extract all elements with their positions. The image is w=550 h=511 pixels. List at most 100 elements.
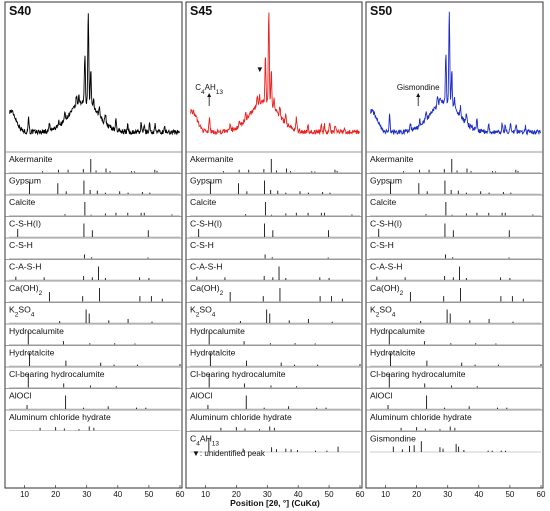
reference-label: C-S-H(I) bbox=[9, 219, 41, 229]
reference-label: Ca(OH)2 bbox=[370, 283, 404, 297]
reference-row-aluminum-chloride-hydrate: Aluminum chloride hydrate bbox=[186, 409, 362, 431]
reference-label: Cl-bearing hydrocalumite bbox=[370, 369, 466, 379]
reference-label: Ca(OH)2 bbox=[190, 283, 224, 297]
peak-annotation-label: C4AH13 bbox=[195, 83, 223, 96]
reference-label: Akermanite bbox=[370, 154, 414, 164]
reference-row-cl-bearing-hydrocalumite: Cl-bearing hydrocalumite bbox=[186, 366, 362, 388]
reference-label: Aluminum chloride hydrate bbox=[9, 412, 111, 422]
reference-label: C-S-H bbox=[190, 240, 214, 250]
reference-label: Gismondine bbox=[370, 434, 416, 444]
x-tick-label: 40 bbox=[294, 490, 303, 499]
reference-label: Gypsum bbox=[370, 176, 402, 186]
reference-row-k2so4: K2SO4 bbox=[366, 302, 543, 324]
reference-row-alocl: AlOCl bbox=[366, 388, 543, 410]
reference-row-k2so4: K2SO4 bbox=[186, 302, 362, 324]
reference-label: AlOCl bbox=[190, 391, 213, 401]
reference-label: Calcite bbox=[9, 197, 35, 207]
x-tick-label: 20 bbox=[412, 490, 421, 499]
x-axis-title: Position [2θ, °] (CuKα) bbox=[230, 498, 320, 508]
panels: S40 Akermanite Gypsum Calcite C-S-H(I) C-S-H C… bbox=[4, 1, 546, 499]
panel-title: S40 bbox=[9, 4, 31, 18]
reference-label: AlOCl bbox=[370, 391, 393, 401]
reference-row-akermanite: Akermanite bbox=[5, 151, 182, 173]
reference-label: Hydrotalcite bbox=[190, 348, 236, 358]
reference-label: K2SO4 bbox=[190, 305, 216, 319]
reference-label: Hydrocalumite bbox=[370, 326, 425, 336]
reference-row-c-s-h-i: C-S-H(I) bbox=[186, 216, 362, 238]
x-tick-label: 10 bbox=[201, 490, 210, 499]
unidentified-peak-note: ▼: unidentified peak bbox=[192, 449, 266, 458]
reference-label: C-S-H bbox=[9, 240, 33, 250]
annotation-arrowhead bbox=[416, 93, 421, 97]
reference-label: Calcite bbox=[370, 197, 396, 207]
x-tick-label: 10 bbox=[20, 490, 29, 499]
reference-row-k2so4: K2SO4 bbox=[5, 302, 182, 324]
reference-label: C-S-H bbox=[370, 240, 394, 250]
reference-row-ca-oh-2: Ca(OH)2 bbox=[366, 280, 543, 302]
x-tick-label: 50 bbox=[505, 490, 514, 499]
reference-label: Hydrotalcite bbox=[9, 348, 55, 358]
reference-row-akermanite: Akermanite bbox=[366, 151, 543, 173]
reference-row-calcite: Calcite bbox=[5, 194, 182, 216]
reference-label: K2SO4 bbox=[9, 305, 35, 319]
x-tick-label: 30 bbox=[82, 490, 91, 499]
reference-row-hydrotalcite: Hydrotalcite bbox=[5, 345, 182, 367]
reference-label: Cl-bearing hydrocalumite bbox=[190, 369, 286, 379]
reference-label: Hydrocalumite bbox=[190, 326, 245, 336]
x-tick-label: 30 bbox=[263, 490, 272, 499]
reference-label: Gypsum bbox=[190, 176, 222, 186]
reference-row-alocl: AlOCl bbox=[5, 388, 182, 410]
xrd-pattern-line bbox=[370, 11, 541, 136]
reference-row-cl-bearing-hydrocalumite: Cl-bearing hydrocalumite bbox=[5, 366, 182, 388]
reference-label: C4AH13 bbox=[190, 434, 219, 448]
reference-row-gypsum: Gypsum bbox=[186, 173, 362, 195]
panel-title: S45 bbox=[190, 4, 212, 18]
reference-row-c-a-s-h: C-A-S-H bbox=[366, 259, 543, 281]
reference-row-c-s-h-i: C-S-H(I) bbox=[5, 216, 182, 238]
reference-row-gypsum: Gypsum bbox=[5, 173, 182, 195]
unidentified-peak-marker: ▼ bbox=[256, 65, 264, 74]
reference-label: Hydrotalcite bbox=[370, 348, 416, 358]
reference-label: C-A-S-H bbox=[9, 262, 41, 272]
reference-row-c-s-h: C-S-H bbox=[5, 237, 182, 259]
reference-row-alocl: AlOCl bbox=[186, 388, 362, 410]
reference-row-c4ah13: C4AH13 bbox=[186, 431, 362, 453]
xrd-pattern-line bbox=[9, 13, 180, 136]
reference-row-cl-bearing-hydrocalumite: Cl-bearing hydrocalumite bbox=[366, 366, 543, 388]
reference-row-calcite: Calcite bbox=[366, 194, 543, 216]
panel-s45: S45 C4AH13 ▼ Akermanite Gypsum Calcite C-S-H(I… bbox=[185, 1, 365, 499]
peak-annotation-label: Gismondine bbox=[397, 83, 440, 92]
reference-label: C-A-S-H bbox=[370, 262, 402, 272]
reference-row-hydrocalumite: Hydrocalumite bbox=[186, 323, 362, 345]
reference-row-hydrotalcite: Hydrotalcite bbox=[186, 345, 362, 367]
panel-s40: S40 Akermanite Gypsum Calcite C-S-H(I) C-S-H C… bbox=[4, 1, 185, 499]
reference-row-c-s-h: C-S-H bbox=[186, 237, 362, 259]
reference-label: Gypsum bbox=[9, 176, 41, 186]
reference-label: Aluminum chloride hydrate bbox=[190, 412, 292, 422]
x-tick-label: 30 bbox=[443, 490, 452, 499]
x-tick-label: 10 bbox=[381, 490, 390, 499]
x-tick-label: 40 bbox=[113, 490, 122, 499]
x-tick-label: 60 bbox=[176, 490, 185, 499]
reference-row-c-s-h-i: C-S-H(I) bbox=[366, 216, 543, 238]
reference-label: C-S-H(I) bbox=[370, 219, 402, 229]
reference-label: Akermanite bbox=[190, 154, 234, 164]
reference-row-c-a-s-h: C-A-S-H bbox=[5, 259, 182, 281]
x-tick-label: 40 bbox=[474, 490, 483, 499]
x-tick-label: 50 bbox=[144, 490, 153, 499]
panel-title: S50 bbox=[370, 4, 392, 18]
reference-label: Cl-bearing hydrocalumite bbox=[9, 369, 105, 379]
panel-s50: S50 Gismondine Akermanite Gypsum Calcite C-S-… bbox=[365, 1, 546, 499]
reference-row-ca-oh-2: Ca(OH)2 bbox=[5, 280, 182, 302]
reference-row-gypsum: Gypsum bbox=[366, 173, 543, 195]
reference-row-gismondine: Gismondine bbox=[366, 431, 543, 453]
reference-row-akermanite: Akermanite bbox=[186, 151, 362, 173]
reference-row-ca-oh-2: Ca(OH)2 bbox=[186, 280, 362, 302]
reference-row-c-s-h: C-S-H bbox=[366, 237, 543, 259]
reference-label: Ca(OH)2 bbox=[9, 283, 43, 297]
reference-row-hydrotalcite: Hydrotalcite bbox=[366, 345, 543, 367]
x-tick-label: 20 bbox=[51, 490, 60, 499]
reference-row-aluminum-chloride-hydrate: Aluminum chloride hydrate bbox=[5, 409, 182, 431]
reference-row-c-a-s-h: C-A-S-H bbox=[186, 259, 362, 281]
